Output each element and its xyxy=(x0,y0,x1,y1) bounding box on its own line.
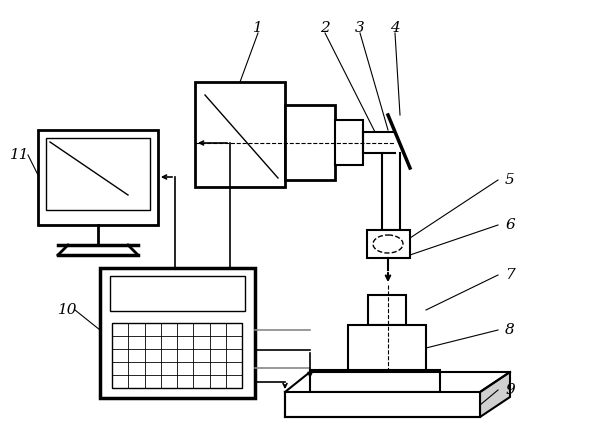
Text: 6: 6 xyxy=(505,218,515,232)
Bar xyxy=(46,138,150,210)
Bar xyxy=(112,323,242,388)
Bar xyxy=(335,120,363,165)
Bar xyxy=(285,392,480,417)
Text: 1: 1 xyxy=(253,21,263,35)
Bar xyxy=(285,105,335,180)
Text: 7: 7 xyxy=(505,268,515,282)
Bar xyxy=(110,276,245,311)
Text: 3: 3 xyxy=(355,21,365,35)
Bar xyxy=(195,82,285,187)
Text: 10: 10 xyxy=(58,303,77,317)
Text: 2: 2 xyxy=(320,21,330,35)
Bar xyxy=(348,325,426,380)
Bar xyxy=(100,268,255,398)
Ellipse shape xyxy=(373,235,403,253)
Bar xyxy=(38,130,158,225)
Text: 8: 8 xyxy=(505,323,515,337)
Text: 11: 11 xyxy=(10,148,30,162)
Bar xyxy=(310,370,440,392)
Bar xyxy=(368,295,406,325)
Bar xyxy=(367,230,410,258)
Text: 9: 9 xyxy=(505,383,515,397)
Text: 5: 5 xyxy=(505,173,515,187)
Text: 4: 4 xyxy=(390,21,400,35)
Polygon shape xyxy=(480,372,510,417)
